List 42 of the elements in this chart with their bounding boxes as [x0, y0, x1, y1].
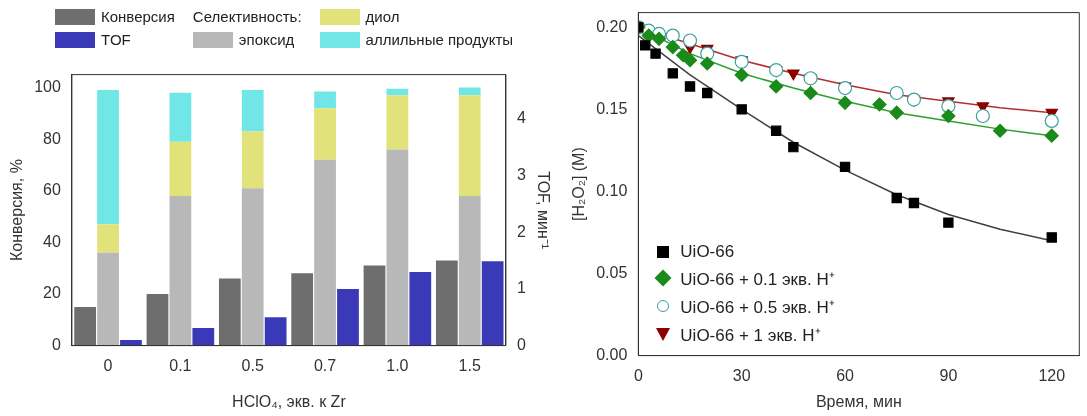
y2-tick-label: 0: [516, 336, 526, 354]
legend-label: эпоксид: [238, 31, 295, 48]
y2-tick-label: 3: [516, 165, 526, 183]
y2-tick-label: 4: [516, 109, 526, 127]
y2-axis-title: TOF, мин⁻¹: [534, 171, 552, 250]
x-tick-label: 30: [732, 366, 751, 384]
y-tick-label: 0.15: [596, 99, 628, 117]
x-tick-label: 120: [1038, 366, 1066, 384]
x-axis-title: HClO₄, экв. к Zr: [232, 392, 347, 410]
legend-label: UiO-66 + 0.1 экв. H⁺: [680, 268, 835, 290]
x-tick-label: 1.0: [386, 356, 409, 374]
legend-label: UiO-66 + 0.5 экв. H⁺: [680, 296, 835, 318]
y-tick-label: 40: [43, 232, 61, 250]
y-tick-label: 0: [51, 336, 61, 354]
x-tick-label: 0.1: [169, 356, 192, 374]
x-tick-label: 1.5: [458, 356, 481, 374]
legend-label: Конверсия: [101, 8, 175, 25]
legend-title: Селективность:: [192, 8, 302, 25]
y-tick-label: 0.20: [596, 17, 628, 35]
x-tick-label: 90: [939, 366, 958, 384]
y-tick-label: 0.05: [596, 263, 628, 281]
y-tick-label: 100: [34, 77, 61, 95]
legend-label: UiO-66: [680, 241, 735, 262]
x-tick-label: 0: [633, 366, 643, 384]
y-tick-label: 0.10: [596, 181, 628, 199]
y-tick-label: 20: [43, 284, 61, 302]
legend-label: аллильные продукты: [365, 31, 514, 48]
y-axis-title: Конверсия, %: [8, 159, 26, 262]
y-tick-label: 0.00: [596, 346, 628, 364]
x-tick-label: 0.7: [313, 356, 337, 374]
x-tick-label: 0.5: [241, 356, 264, 374]
legend-label: UiO-66 + 1 экв. H⁺: [680, 324, 821, 346]
x-axis-title: Время, мин: [815, 392, 902, 410]
x-tick-label: 0: [103, 356, 113, 374]
y2-tick-label: 2: [516, 222, 526, 240]
x-tick-label: 60: [836, 366, 855, 384]
y-axis-title: [H₂O₂] (M): [570, 147, 588, 221]
legend-label: диол: [365, 8, 400, 25]
legend-label: TOF: [101, 31, 131, 48]
y-tick-label: 60: [43, 181, 61, 199]
y2-tick-label: 1: [516, 279, 526, 297]
y-tick-label: 80: [43, 129, 61, 147]
